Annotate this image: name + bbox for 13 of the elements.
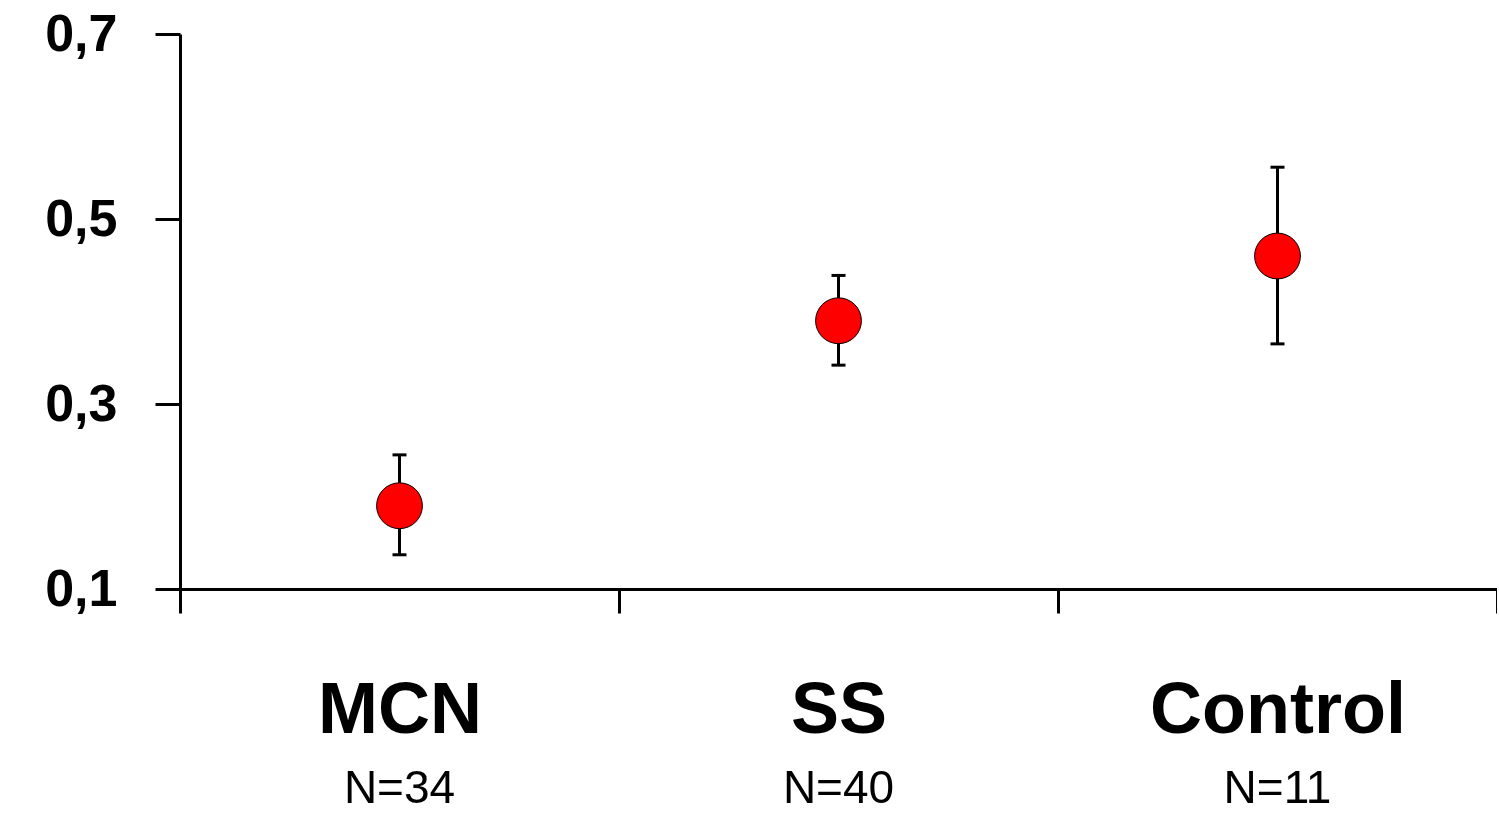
text: N=40 [782,761,895,813]
point [1254,232,1301,280]
y-tick-label: 0,1 [45,558,118,617]
y-tick-label: 0,5 [45,188,118,247]
x-tick-label: SS [790,667,888,748]
point [815,297,862,345]
point [376,482,423,530]
text: N=11 [1223,761,1332,813]
text: N=34 [343,761,456,813]
y-tick-label: 0,3 [45,373,118,432]
y-tick-label: 0,7 [45,3,118,62]
x-tick-label: Control [1150,667,1406,748]
x-tick-label: MCN [318,667,482,748]
